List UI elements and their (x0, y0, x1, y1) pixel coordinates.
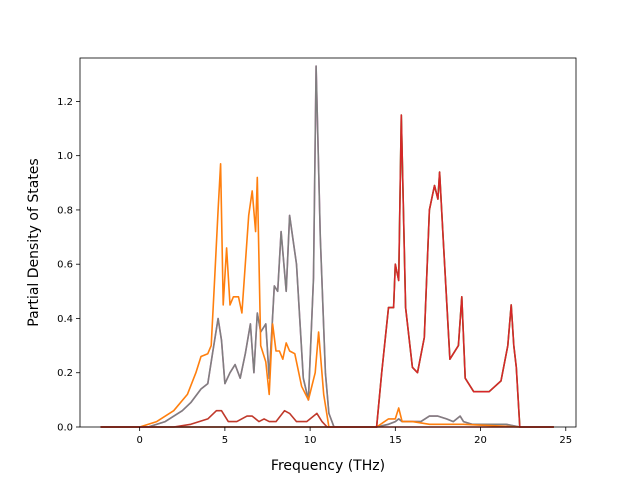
x-tick-label: 0 (136, 435, 142, 446)
y-tick-label: 0.4 (57, 314, 73, 325)
series-line-4 (100, 163, 554, 428)
y-tick-label: 0.2 (57, 368, 73, 379)
x-tick-label: 5 (222, 435, 228, 446)
y-tick-label: 0.0 (57, 423, 73, 434)
series-layer (100, 65, 554, 428)
x-tick-label: 25 (559, 435, 572, 446)
y-tick-label: 0.6 (57, 260, 73, 271)
y-axis-label: Partial Density of States (26, 158, 42, 326)
y-tick-label: 1.0 (57, 151, 73, 162)
series-line-6 (100, 409, 554, 428)
series-line-1 (100, 114, 554, 428)
y-tick-label: 1.2 (57, 97, 73, 108)
x-axis: 0 5 10 15 20 25 (136, 427, 572, 446)
x-tick-label: 15 (389, 435, 402, 446)
x-tick-label: 10 (304, 435, 317, 446)
series-line-2 (100, 65, 554, 428)
y-axis: 0.0 0.2 0.4 0.6 0.8 1.0 1.2 (57, 97, 80, 434)
x-tick-label: 20 (474, 435, 487, 446)
series-line-3 (100, 65, 554, 428)
x-axis-label: Frequency (THz) (271, 458, 385, 474)
series-line-5 (100, 114, 554, 428)
plot-frame (79, 57, 577, 428)
y-tick-label: 0.8 (57, 205, 73, 216)
